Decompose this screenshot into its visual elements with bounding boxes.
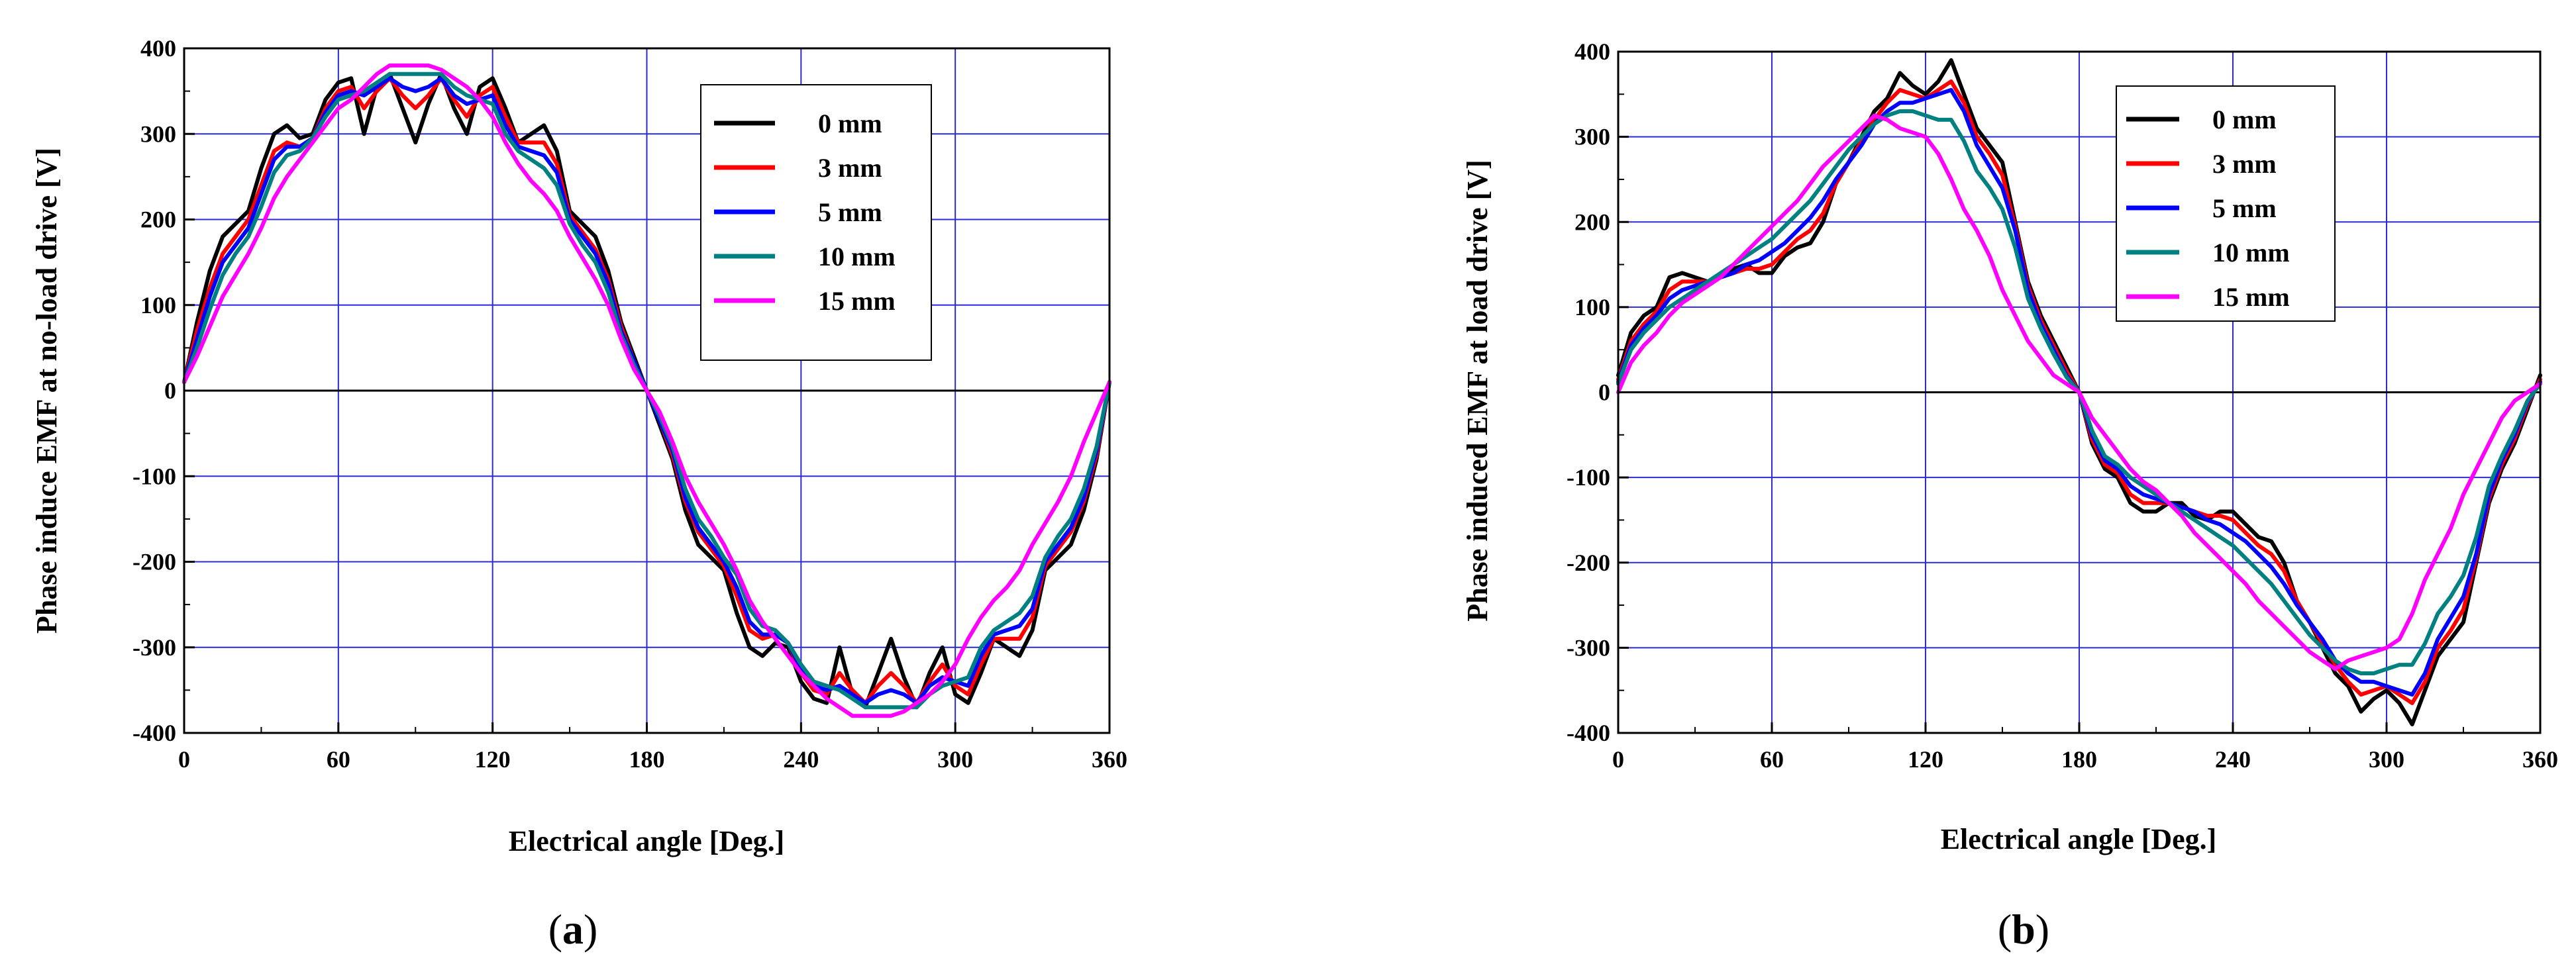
y-tick-label--300-a: -300: [132, 634, 176, 661]
y-tick-label-0-b: 0: [1598, 379, 1610, 406]
x-tick-label-360-a: 360: [1092, 746, 1127, 773]
y-tick-label--200-a: -200: [132, 549, 176, 575]
x-tick-label-300-b: 300: [2369, 746, 2404, 773]
x-tick-label-300-a: 300: [937, 746, 973, 773]
series-lines-a: [182, 63, 1111, 718]
legend-label-5-mm-b: 5 mm: [2212, 193, 2277, 223]
x-axis-title-b: Electrical angle [Deg.]: [1941, 823, 2217, 855]
chart-panel-a: 0 60 120 180 240 300 360 400 300 200 100 0 -100 -200…: [30, 35, 1127, 953]
chart-panel-b: 0 60 120 180 240 300 360 400 300 200 100 0 -100 -200…: [1461, 38, 2558, 953]
legend-label-3-mm-b: 3 mm: [2212, 149, 2277, 179]
x-tick-label-120-a: 120: [475, 746, 511, 773]
y-tick-label--200-b: -200: [1567, 550, 1610, 576]
x-tick-label-60-b: 60: [1760, 746, 1784, 773]
panel-label-a: (a): [548, 906, 598, 953]
y-tick-label-300-b: 300: [1574, 124, 1610, 150]
y-tick-label-100-a: 100: [140, 292, 176, 318]
y-tick-label--400-b: -400: [1567, 720, 1610, 746]
legend-label-5-mm-a: 5 mm: [818, 197, 882, 227]
legend-label-10-mm-b: 10 mm: [2212, 238, 2290, 267]
series-lines-b: [1616, 58, 2542, 727]
legend-label-0-mm-a: 0 mm: [818, 109, 882, 138]
legend-b: 0 mm 3 mm 5 mm 10 mm 15 mm: [2116, 85, 2336, 322]
legend-box-b: [2116, 85, 2336, 322]
y-tick-label-400-b: 400: [1574, 38, 1610, 65]
y-tick-label-0-a: 0: [164, 377, 176, 404]
x-tick-label-180-a: 180: [629, 746, 665, 773]
x-tick-labels-a: 0 60 120 180 240 300 360: [178, 746, 1127, 773]
y-axis-title-a: Phase induce EMF at no-load drive [V]: [30, 148, 63, 634]
x-tick-label-240-a: 240: [783, 746, 819, 773]
x-axis-title-a: Electrical angle [Deg.]: [509, 825, 785, 857]
y-tick-label--100-b: -100: [1567, 464, 1610, 491]
legend-label-10-mm-a: 10 mm: [818, 242, 896, 271]
y-tick-label--300-b: -300: [1567, 634, 1610, 661]
series-line-15-mm-b: [1616, 113, 2542, 671]
legend-label-15-mm-b: 15 mm: [2212, 282, 2290, 312]
x-tick-labels-b: 0 60 120 180 240 300 360: [1612, 746, 2558, 773]
x-tick-label-60-a: 60: [327, 746, 350, 773]
x-tick-label-0-b: 0: [1612, 746, 1624, 773]
legend-box-a: [700, 84, 932, 361]
y-tick-label-300-a: 300: [140, 120, 176, 147]
y-tick-label-400-a: 400: [140, 35, 176, 62]
panel-label-b: (b): [1998, 906, 2049, 953]
y-tick-labels-b: 400 300 200 100 0 -100 -200 -300 -400: [1567, 38, 1610, 746]
y-tick-label--100-a: -100: [132, 463, 176, 489]
x-tick-label-240-b: 240: [2215, 746, 2251, 773]
x-tick-label-360-b: 360: [2522, 746, 2558, 773]
y-tick-labels-a: 400 300 200 100 0 -100 -200 -300 -400: [132, 35, 176, 746]
y-axis-title-b: Phase induced EMF at load drive [V]: [1461, 160, 1494, 621]
axis-ticks-a: [183, 47, 1111, 734]
y-tick-label-200-b: 200: [1574, 209, 1610, 235]
axis-ticks-b: [1617, 50, 2542, 734]
y-tick-label-100-b: 100: [1574, 294, 1610, 320]
x-tick-label-0-a: 0: [178, 746, 190, 773]
x-tick-label-120-b: 120: [1908, 746, 1943, 773]
legend-a: 0 mm 3 mm 5 mm 10 mm 15 mm: [700, 84, 932, 361]
series-line-15-mm-a: [182, 63, 1111, 718]
y-tick-label--400-a: -400: [132, 720, 176, 746]
y-tick-label-200-a: 200: [140, 207, 176, 233]
legend-label-15-mm-a: 15 mm: [818, 286, 896, 316]
legend-label-0-mm-b: 0 mm: [2212, 105, 2277, 134]
x-tick-label-180-b: 180: [2061, 746, 2097, 773]
legend-label-3-mm-a: 3 mm: [818, 153, 882, 183]
